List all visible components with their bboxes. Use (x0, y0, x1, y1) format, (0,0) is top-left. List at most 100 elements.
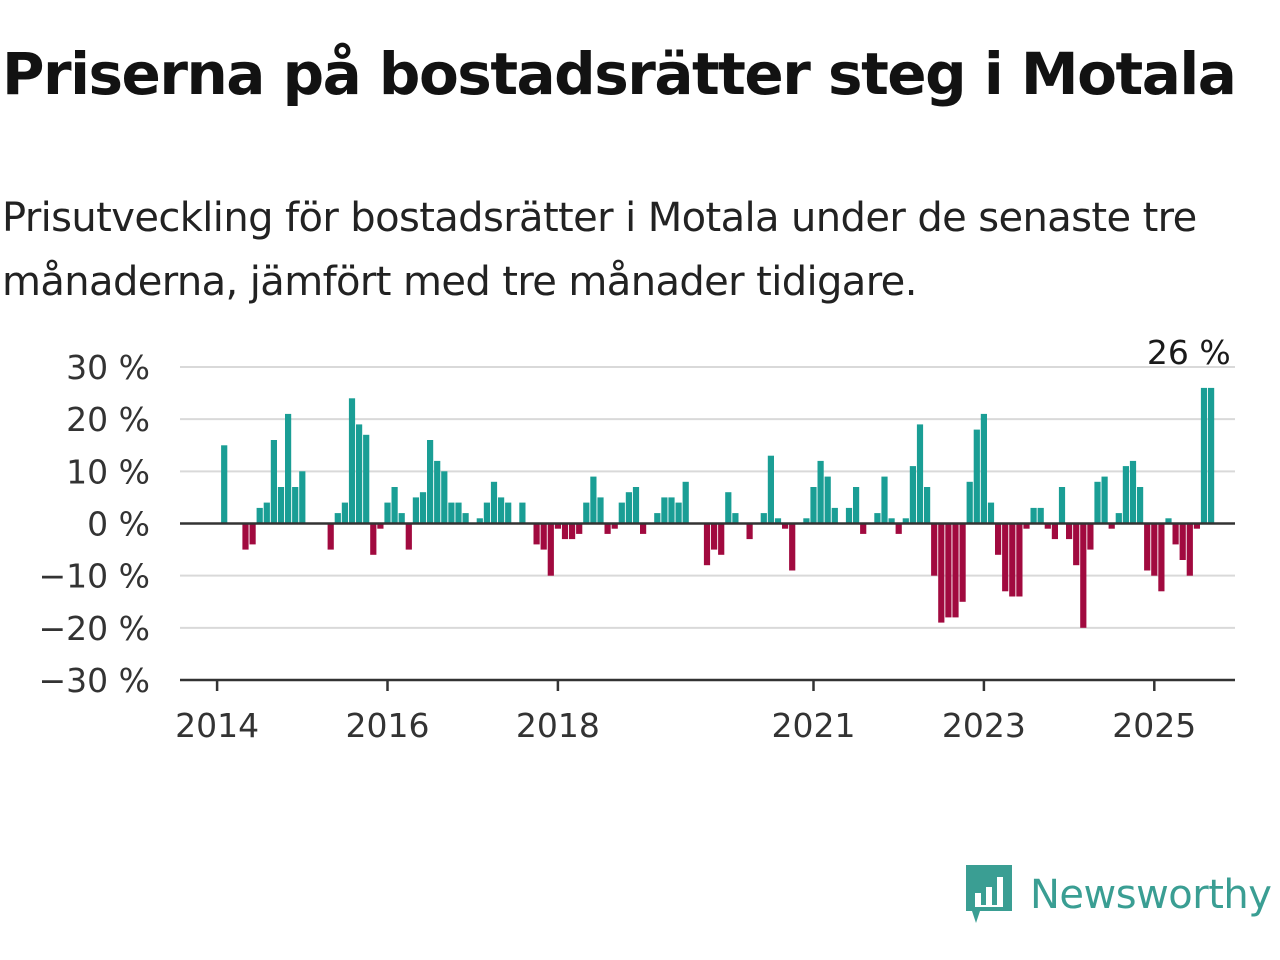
x-tick-label: 2025 (1112, 706, 1196, 745)
bar (1009, 523, 1016, 597)
bar (483, 502, 490, 524)
newsworthy-logo-icon (966, 865, 1012, 923)
newsworthy-logo: Newsworthy (964, 862, 1272, 928)
bar (441, 471, 448, 524)
bar (597, 497, 604, 524)
bar (789, 523, 796, 571)
bar (1122, 466, 1129, 524)
bar (1002, 523, 1009, 592)
bar (1115, 513, 1122, 524)
bar (661, 497, 668, 524)
bar (924, 487, 931, 524)
bar (462, 513, 469, 524)
bar (916, 424, 924, 524)
y-tick-label: 20 % (66, 400, 150, 439)
bar (519, 502, 526, 524)
bar (1208, 387, 1215, 524)
bar (966, 481, 973, 524)
bar (242, 523, 249, 550)
bar (952, 523, 959, 618)
bar (803, 518, 810, 524)
y-tick-label: 0 % (87, 505, 150, 544)
bar (348, 398, 356, 524)
bar (341, 502, 348, 524)
bar (299, 471, 306, 524)
bar (995, 523, 1002, 555)
bar (1066, 523, 1073, 540)
bar (554, 523, 561, 529)
bar (654, 513, 661, 524)
last-value-label: 26 % (1147, 333, 1231, 372)
bar (270, 440, 277, 524)
bar (874, 513, 881, 524)
y-tick-label: 30 % (66, 348, 150, 387)
bar (1016, 523, 1023, 597)
bar (895, 523, 902, 534)
bar (860, 523, 867, 534)
bar (1158, 523, 1165, 592)
bar (590, 476, 597, 524)
page-title: Priserna på bostadsrätter steg i Motala (2, 40, 1237, 108)
bar (1179, 523, 1186, 560)
bar (618, 502, 625, 524)
bar (668, 497, 675, 524)
bar (938, 523, 945, 623)
bar (931, 523, 938, 576)
bar (427, 440, 434, 524)
bar (1108, 523, 1115, 529)
bar (1023, 523, 1030, 529)
bar (455, 502, 462, 524)
bar (980, 413, 987, 524)
bar (1172, 523, 1179, 545)
bar (973, 429, 980, 524)
bar (732, 513, 739, 524)
bar (384, 502, 391, 524)
bar (1030, 507, 1037, 524)
x-tick-label: 2014 (175, 706, 259, 745)
bar (824, 476, 831, 524)
bar (711, 523, 718, 550)
bar (746, 523, 753, 540)
bar (256, 507, 263, 524)
bar (1193, 523, 1200, 529)
x-tick-label: 2021 (772, 706, 856, 745)
bar (285, 413, 292, 524)
bar (490, 481, 498, 524)
bar (909, 466, 916, 524)
bar (370, 523, 377, 555)
bar (1101, 476, 1108, 524)
bar (1044, 523, 1051, 529)
bar (1094, 481, 1101, 524)
bar (1051, 523, 1058, 540)
bar (611, 523, 618, 529)
bar (604, 523, 611, 534)
y-tick-label: −20 % (39, 609, 151, 648)
bar (377, 523, 384, 529)
bar (419, 492, 427, 524)
bar (1073, 523, 1080, 566)
bar (263, 502, 270, 524)
newsworthy-logo-text: Newsworthy (1030, 872, 1272, 918)
bar (625, 492, 632, 524)
bar (987, 502, 995, 524)
bar (888, 518, 895, 524)
bar (540, 523, 547, 550)
bar (1129, 460, 1137, 524)
bar (1186, 523, 1193, 576)
price-change-bar-chart: 30 % 20 % 10 % 0 % −10 % −20 % −30 % 2014 2016 20… (39, 333, 1235, 745)
bar (1080, 523, 1087, 628)
bar (292, 487, 299, 524)
bar (774, 518, 782, 524)
bar (221, 445, 228, 524)
bar (632, 487, 640, 524)
bar (718, 523, 725, 555)
y-tick-label: −30 % (39, 661, 151, 700)
bar (1200, 387, 1208, 524)
bar (561, 523, 569, 540)
bar (760, 513, 767, 524)
x-tick-label: 2016 (346, 706, 430, 745)
y-tick-label: −10 % (39, 557, 151, 596)
bar (412, 497, 419, 524)
bar (249, 523, 256, 545)
bar (1165, 518, 1172, 524)
